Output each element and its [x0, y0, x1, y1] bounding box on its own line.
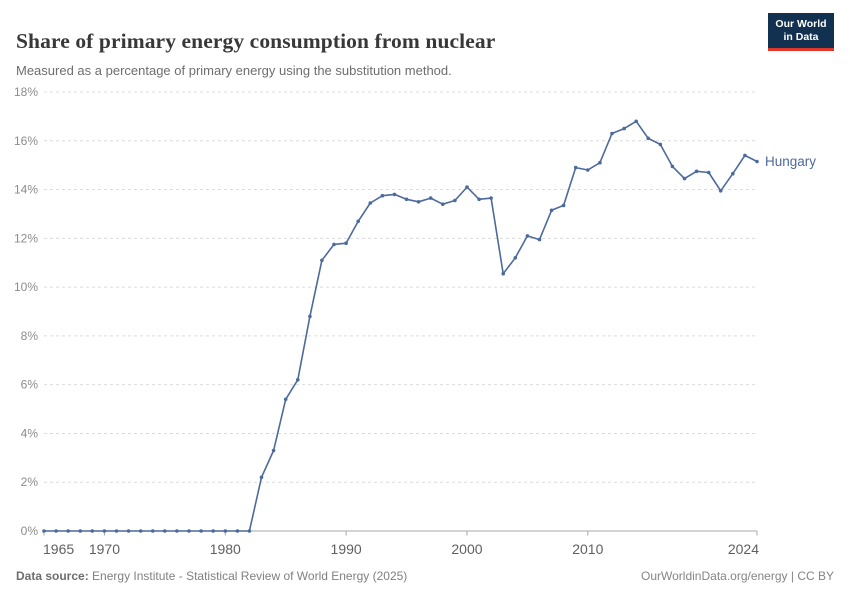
data-point [296, 378, 300, 382]
data-point [549, 208, 554, 213]
series-end-label: Hungary [765, 154, 816, 169]
y-tick-label: 0% [21, 524, 39, 538]
y-tick-label: 12% [14, 231, 38, 245]
chart-subtitle: Measured as a percentage of primary ener… [16, 63, 452, 78]
data-point [211, 529, 215, 533]
owid-url-license-link[interactable]: OurWorldinData.org/energy | CC BY [641, 569, 834, 583]
x-tick-label: 2024 [728, 541, 759, 557]
y-tick-label: 6% [21, 378, 39, 392]
data-point [537, 237, 542, 242]
chart-footer: Data source: Energy Institute - Statisti… [16, 569, 834, 583]
data-point [380, 193, 385, 198]
y-tick-label: 8% [21, 329, 39, 343]
data-point [682, 176, 687, 181]
data-point [54, 529, 58, 533]
data-point [151, 529, 155, 533]
data-point [271, 448, 276, 453]
owid-logo-line2: in Data [783, 31, 819, 44]
data-point [561, 203, 566, 208]
data-source-label: Data source: [16, 569, 89, 583]
data-point [392, 192, 397, 197]
data-point [235, 529, 240, 533]
data-point [586, 168, 590, 172]
data-point [573, 165, 578, 170]
data-point [525, 234, 530, 238]
data-source-note: Data source: Energy Institute - Statisti… [16, 569, 407, 583]
data-point [199, 529, 203, 533]
chart-title: Share of primary energy consumption from… [16, 29, 496, 54]
data-point [223, 529, 228, 533]
y-tick-label: 16% [14, 134, 38, 148]
data-point [404, 197, 409, 202]
data-point [320, 258, 324, 263]
data-point [428, 196, 433, 200]
data-point [308, 314, 312, 319]
data-point [78, 529, 83, 533]
data-point [477, 197, 481, 202]
data-point [453, 198, 457, 203]
y-tick-label: 2% [21, 475, 39, 489]
data-point [126, 529, 131, 533]
x-tick-label: 2000 [451, 541, 482, 557]
data-point [356, 219, 361, 224]
data-point [66, 529, 70, 533]
data-point [187, 529, 191, 533]
data-point [283, 397, 288, 402]
data-point [332, 242, 336, 247]
owid-logo[interactable]: Our World in Data [768, 13, 834, 52]
x-tick-label: 2010 [572, 541, 603, 557]
data-source-text: Energy Institute - Statistical Review of… [92, 569, 408, 583]
data-point [513, 255, 518, 260]
data-point [670, 164, 675, 169]
data-point [743, 153, 747, 158]
data-point [247, 529, 252, 533]
owid-logo-line1: Our World [775, 18, 827, 30]
data-point [489, 196, 493, 200]
y-tick-label: 18% [14, 85, 38, 99]
data-point [138, 529, 143, 533]
data-point [731, 171, 735, 176]
data-point [368, 201, 373, 205]
data-point [755, 159, 759, 164]
data-line [43, 120, 758, 532]
data-point [90, 529, 95, 533]
data-point [694, 169, 699, 174]
data-point [658, 142, 663, 147]
data-point [501, 271, 506, 276]
data-point [646, 136, 650, 141]
x-tick-label: 1965 [43, 541, 74, 557]
x-tick-label: 1980 [210, 541, 241, 557]
data-point [259, 475, 264, 480]
data-point [706, 170, 711, 175]
data-point [634, 119, 638, 124]
data-point [465, 185, 469, 189]
data-point [416, 200, 421, 204]
data-point [718, 189, 723, 193]
x-tick-label: 1990 [331, 541, 362, 557]
data-point [622, 126, 626, 131]
x-tick-label: 1970 [89, 541, 120, 557]
y-tick-label: 14% [14, 183, 38, 197]
data-point [175, 529, 179, 533]
data-point [102, 529, 107, 533]
data-point [42, 529, 46, 533]
y-tick-label: 4% [21, 426, 39, 440]
data-point [344, 241, 348, 245]
data-point [163, 529, 167, 533]
data-point [598, 160, 602, 165]
y-tick-label: 10% [14, 280, 38, 294]
data-point [114, 529, 119, 533]
data-point [441, 202, 445, 206]
data-point [610, 131, 614, 136]
